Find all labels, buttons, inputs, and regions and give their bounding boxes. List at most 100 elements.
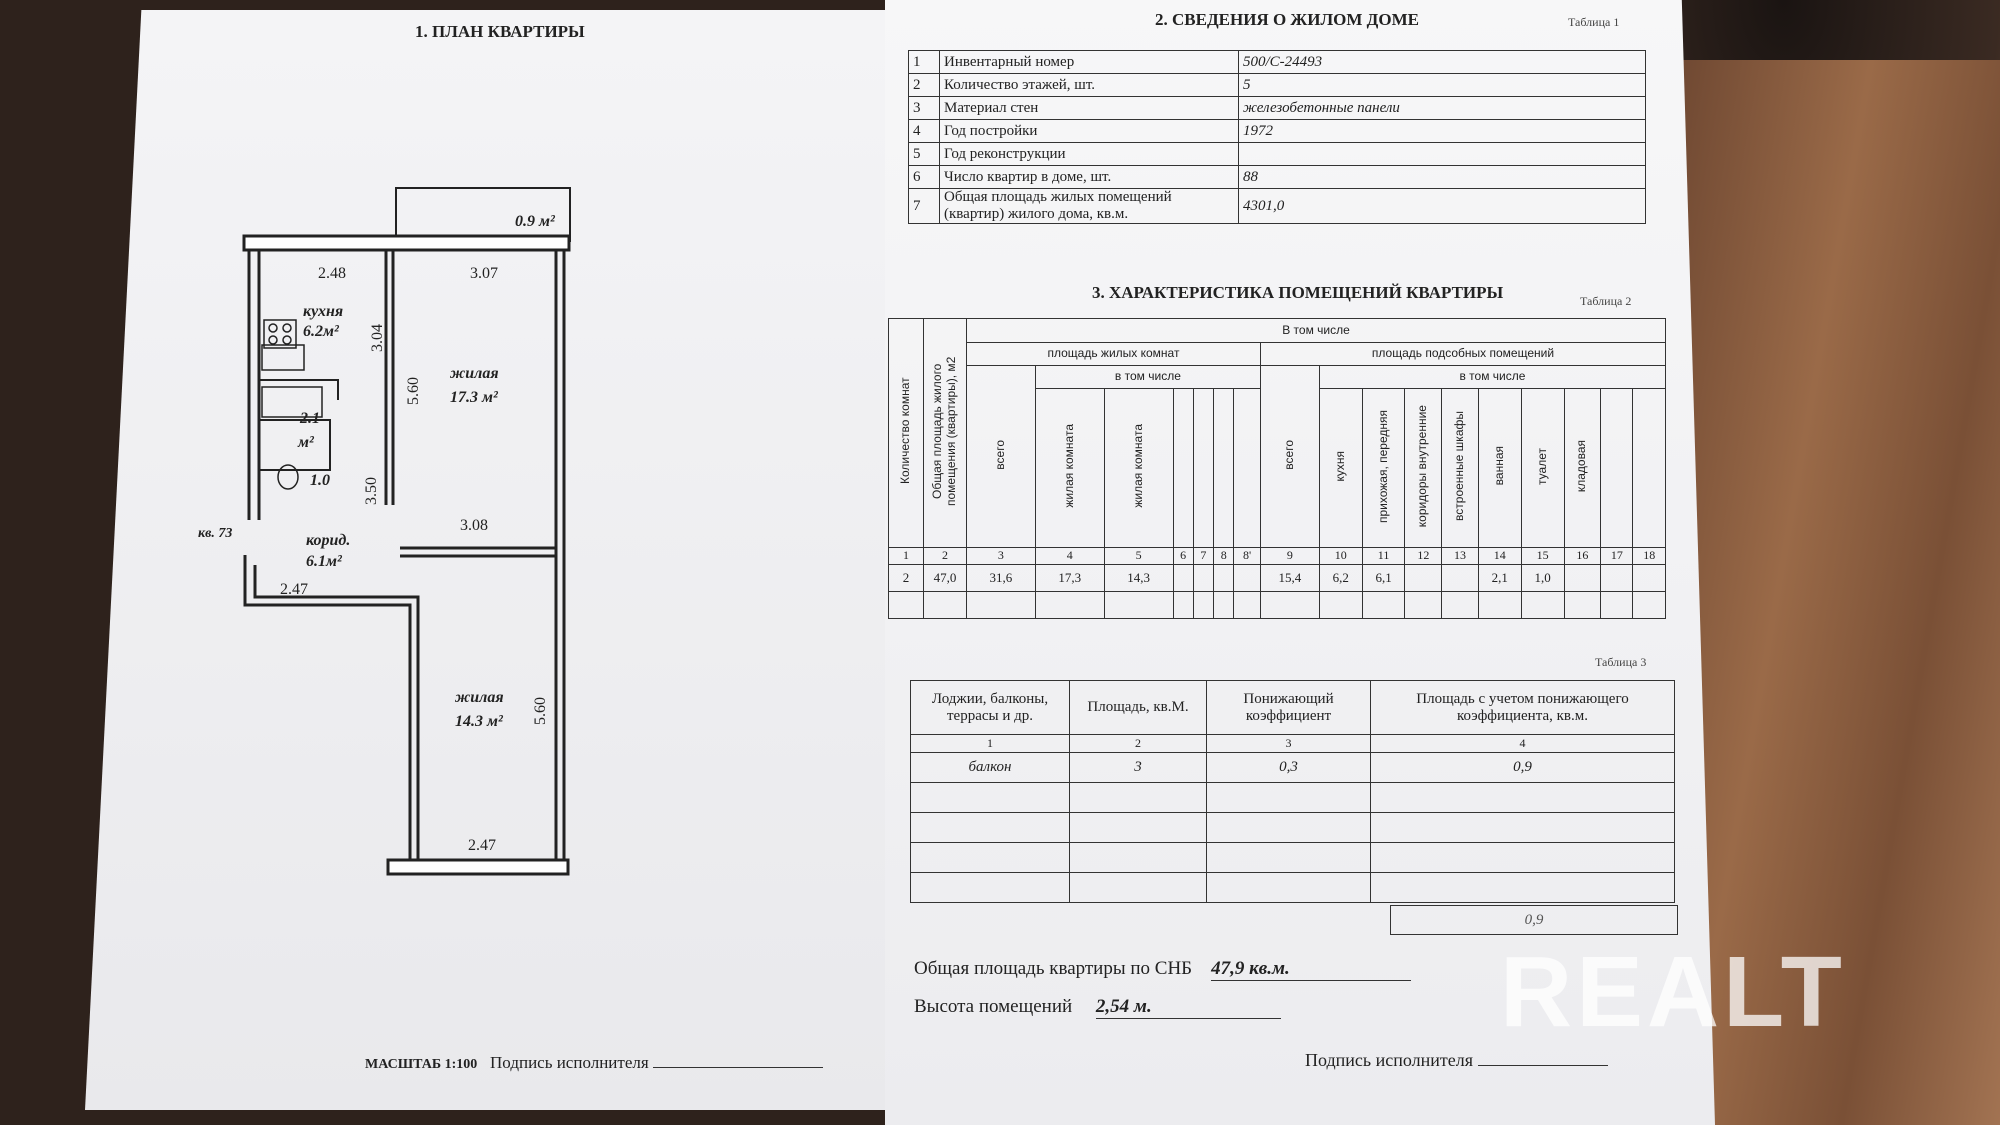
- data-cell: 31,6: [966, 564, 1036, 592]
- data-cell: 14,3: [1103, 564, 1174, 592]
- row-number: 5: [908, 142, 940, 166]
- dim-living1-height: 5.60: [405, 377, 422, 405]
- empty-cell: [1259, 591, 1320, 619]
- top-wall: [242, 234, 571, 252]
- table1-row: 6 Число квартир в доме, шт. 88: [908, 165, 1646, 189]
- row-label: Год реконструкции: [939, 142, 1239, 166]
- balcony-area: 0.9 м²: [515, 213, 556, 230]
- table1-row: 4 Год постройки 1972: [908, 119, 1646, 143]
- table1-row: 1 Инвентарный номер 500/С-24493: [908, 50, 1646, 74]
- data-cell: [1404, 564, 1443, 592]
- balcony-table: Лоджии, балконы, террасы и др. Площадь, к…: [910, 680, 1675, 903]
- row-number: 3: [908, 96, 940, 120]
- row-label: Инвентарный номер: [939, 50, 1239, 74]
- empty-cell: [1477, 591, 1522, 619]
- row-value: [1238, 142, 1646, 166]
- header-incl: В том числе: [966, 318, 1666, 343]
- dim-bath-height: 3.50: [363, 477, 380, 505]
- signature-label: Подпись исполнителя: [490, 1053, 649, 1072]
- table3-cell: 0,9: [1370, 752, 1675, 783]
- row-number: 2: [908, 73, 940, 97]
- empty-cell: [1233, 591, 1261, 619]
- column-number: 6: [1172, 547, 1194, 565]
- column-number: 12: [1404, 547, 1443, 565]
- header-aux: площадь подсобных помещений: [1259, 342, 1667, 366]
- empty-cell: [1520, 591, 1565, 619]
- height-value: 2,54 м.: [1095, 996, 1281, 1019]
- empty-cell: [1600, 591, 1634, 619]
- table3-cell: [1069, 872, 1207, 903]
- right-signature-line: [1477, 1065, 1608, 1066]
- table3-row: [910, 872, 1675, 903]
- empty-cell: [1103, 591, 1174, 619]
- table3-cell: балкон: [910, 752, 1070, 783]
- table3-cell: [1370, 872, 1675, 903]
- living-col-header: жилая комната: [1061, 424, 1076, 508]
- data-cell: 15,4: [1259, 564, 1320, 592]
- empty-cell: [1192, 591, 1215, 619]
- aux-col-header: прихожая, передняя: [1375, 409, 1390, 523]
- data-cell: 6,1: [1361, 564, 1406, 592]
- header-aux-incl: в том числе: [1318, 365, 1667, 389]
- table1-note: Таблица 1: [1568, 15, 1620, 29]
- toilet-icon: [277, 464, 299, 490]
- building-info-table: 1 Инвентарный номер 500/С-24493 2 Количество…: [908, 50, 1646, 224]
- empty-cell: [1318, 591, 1363, 619]
- realt-watermark: REALT: [1500, 936, 1846, 1048]
- table3-col-number: 2: [1069, 734, 1207, 753]
- aux-col-header: встроенные шкафы: [1452, 411, 1467, 522]
- bath-area: 2.1: [299, 410, 320, 427]
- bath-unit: м²: [297, 434, 315, 451]
- row-number: 7: [908, 188, 940, 224]
- right-signature: Подпись исполнителя: [1305, 1050, 1608, 1071]
- table1-row: 3 Материал стен железобетонные панели: [908, 96, 1646, 120]
- plan-title: 1. ПЛАН КВАРТИРЫ: [415, 22, 585, 41]
- column-number: 5: [1103, 547, 1174, 565]
- row-value: 5: [1238, 73, 1646, 97]
- living1-name: жилая: [449, 365, 499, 382]
- dim-kitchen-width: 2.48: [318, 265, 346, 282]
- table1-title: 2. СВЕДЕНИЯ О ЖИЛОМ ДОМЕ: [1155, 10, 1419, 29]
- table3-cell: [1370, 842, 1675, 873]
- table3-cell: [1206, 782, 1371, 813]
- dim-living2-height: 5.60: [532, 697, 549, 725]
- bathroom-walls: [259, 379, 339, 471]
- column-number: 14: [1477, 547, 1522, 565]
- column-number: 8': [1233, 547, 1261, 565]
- data-cell: 2,1: [1477, 564, 1522, 592]
- corridor-name: корид.: [306, 532, 350, 549]
- table3-cell: [1206, 842, 1371, 873]
- column-number: 16: [1563, 547, 1602, 565]
- table2-note: Таблица 2: [1580, 294, 1632, 308]
- row-number: 6: [908, 165, 940, 189]
- column-number: 10: [1318, 547, 1363, 565]
- table3-cell: 0,3: [1206, 752, 1371, 783]
- table3-row: балкон 3 0,3 0,9: [910, 752, 1675, 783]
- column-number: 8: [1213, 547, 1235, 565]
- right-wall: [554, 250, 566, 870]
- header-living-all: всего: [993, 439, 1008, 470]
- row-value: 1972: [1238, 119, 1646, 143]
- column-number: 11: [1361, 547, 1406, 565]
- column-number: 4: [1034, 547, 1105, 565]
- column-number: 2: [923, 547, 967, 565]
- data-cell: [1192, 564, 1215, 592]
- column-number: 9: [1259, 547, 1320, 565]
- row-label: Количество этажей, шт.: [939, 73, 1239, 97]
- kitchen-name: кухня: [303, 303, 343, 320]
- table3-header: Понижающий коэффициент: [1206, 680, 1371, 735]
- table1-row: 7 Общая площадь жилых помещений (квартир)…: [908, 188, 1646, 224]
- dim-corridor-width: 2.47: [280, 581, 308, 598]
- row-label: Общая площадь жилых помещений (квартир) …: [939, 188, 1239, 224]
- living2-name: жилая: [454, 689, 504, 706]
- left-wall: [247, 250, 261, 520]
- table3-row: [910, 812, 1675, 843]
- table3-cell: [910, 872, 1070, 903]
- aux-col-header: ванная: [1491, 446, 1506, 486]
- table3-note: Таблица 3: [1595, 655, 1647, 669]
- right-signature-label: Подпись исполнителя: [1305, 1050, 1473, 1070]
- row-value: 500/С-24493: [1238, 50, 1646, 74]
- data-cell: [1563, 564, 1602, 592]
- sink-icon: [261, 344, 305, 371]
- row-value: железобетонные панели: [1238, 96, 1646, 120]
